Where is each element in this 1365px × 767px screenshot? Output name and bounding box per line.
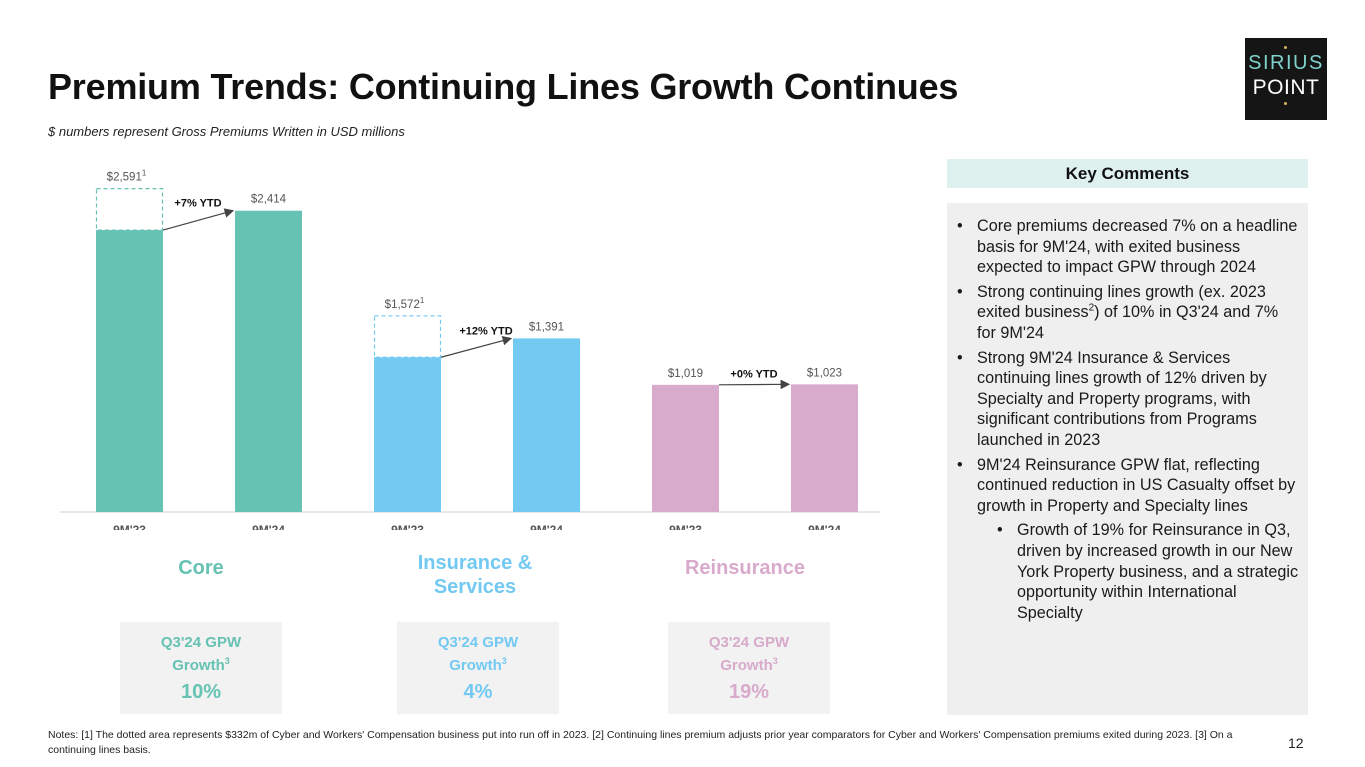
segment-title-core: Core bbox=[130, 556, 272, 580]
segment-title-reinsurance: Reinsurance bbox=[660, 556, 830, 580]
key-comment-2: • Strong continuing lines growth (ex. 202… bbox=[957, 282, 1279, 342]
logo-line-2: POINT bbox=[1252, 76, 1320, 99]
segment-title-reinsurance-text: Reinsurance bbox=[684, 557, 806, 579]
key-comment-1: • Core premiums decreased 7% on a headlin… bbox=[957, 217, 1298, 277]
gpw-core-label-2: Growth3 bbox=[172, 656, 230, 674]
key-comment-4-sub-1: • Growth of 19% for Reinsurance in Q3, dr… bbox=[997, 521, 1299, 622]
bar-runoff-dotted-0 bbox=[95, 188, 164, 231]
bar-prior-2 bbox=[652, 384, 719, 512]
gpw-reinsurance-value: 19% bbox=[728, 681, 770, 703]
bar-prior-footnote-1: 1 bbox=[420, 296, 425, 305]
bar-prior-value-label-2: $1,019 bbox=[668, 368, 703, 380]
page-number: 12 bbox=[1288, 735, 1304, 751]
logo-dot-top bbox=[1284, 46, 1287, 49]
gpw-core-label-1: Q3'24 GPW bbox=[160, 634, 242, 651]
gpw-growth-core-box: Q3'24 GPW Growth3 10% bbox=[120, 622, 282, 714]
bar-runoff-dotted-1 bbox=[373, 315, 442, 358]
segment-title-insurance: Insurance & Services bbox=[384, 551, 566, 599]
bar-prior-1 bbox=[374, 357, 441, 512]
gpw-bar-chart: $2,5911 $2,414 +7% YTD 9M'23 9M'24 $1,5721 $1,… bbox=[60, 169, 880, 530]
key-comments-panel: • Core premiums decreased 7% on a headlin… bbox=[947, 203, 1308, 715]
ytd-arrow-1 bbox=[440, 335, 513, 358]
key-comment-3: • Strong 9M'24 Insurance & Services conti… bbox=[957, 348, 1267, 449]
ytd-label-1: +12% YTD bbox=[459, 325, 512, 337]
bar-current-1 bbox=[513, 338, 580, 512]
bar-current-value-label-1: $1,391 bbox=[529, 321, 564, 333]
bar-prior-value-label-1: $1,5721 bbox=[385, 296, 425, 311]
sirius-point-logo: SIRIUS POINT bbox=[1245, 38, 1327, 120]
bar-prior-footnote-0: 1 bbox=[142, 169, 147, 178]
x-tick-label-2: 9M'23 bbox=[391, 523, 424, 530]
bar-current-value-label-2: $1,023 bbox=[807, 367, 842, 379]
gpw-insurance-label-1: Q3'24 GPW bbox=[437, 634, 519, 651]
bar-current-0 bbox=[235, 210, 302, 513]
x-tick-label-5: 9M'24 bbox=[808, 523, 841, 530]
ytd-arrow-0 bbox=[162, 208, 235, 231]
x-tick-label-0: 9M'23 bbox=[113, 523, 146, 530]
page-title: Premium Trends: Continuing Lines Growth … bbox=[48, 66, 959, 107]
gpw-reinsurance-label-1: Q3'24 GPW bbox=[708, 634, 790, 651]
logo-dot-bottom bbox=[1284, 102, 1287, 105]
key-comments-list: • Core premiums decreased 7% on a headlin… bbox=[947, 216, 1308, 627]
x-tick-label-3: 9M'24 bbox=[530, 523, 563, 530]
key-comments-header: Key Comments bbox=[947, 159, 1308, 188]
footnotes: Notes: [1] The dotted area represents $3… bbox=[48, 729, 1233, 756]
ytd-label-0: +7% YTD bbox=[174, 198, 221, 210]
gpw-growth-reinsurance-box: Q3'24 GPW Growth3 19% bbox=[668, 622, 830, 714]
x-tick-label-4: 9M'23 bbox=[669, 523, 702, 530]
logo-line-1: SIRIUS bbox=[1248, 52, 1324, 74]
page-subtitle: $ numbers represent Gross Premiums Writt… bbox=[48, 124, 405, 139]
gpw-growth-insurance-box: Q3'24 GPW Growth3 4% bbox=[397, 622, 559, 714]
segment-title-insurance-line-1: Insurance & bbox=[417, 552, 533, 574]
gpw-insurance-label-2: Growth3 bbox=[449, 656, 507, 674]
segment-title-insurance-line-2: Services bbox=[433, 576, 517, 598]
key-comment-4: • 9M'24 Reinsurance GPW flat, reflecting … bbox=[957, 455, 1296, 515]
gpw-core-value: 10% bbox=[180, 681, 222, 703]
segment-title-core-text: Core bbox=[178, 557, 224, 579]
bar-prior-value-label-0: $2,5911 bbox=[107, 169, 147, 184]
bar-prior-0 bbox=[96, 230, 163, 513]
gpw-reinsurance-label-2: Growth3 bbox=[720, 656, 778, 674]
bar-current-2 bbox=[791, 384, 858, 512]
bar-current-value-label-0: $2,414 bbox=[251, 194, 287, 206]
ytd-label-2: +0% YTD bbox=[730, 368, 777, 380]
gpw-insurance-value: 4% bbox=[463, 681, 493, 703]
x-tick-label-1: 9M'24 bbox=[252, 523, 285, 530]
